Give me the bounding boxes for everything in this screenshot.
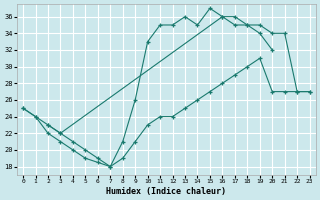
X-axis label: Humidex (Indice chaleur): Humidex (Indice chaleur)	[106, 187, 226, 196]
